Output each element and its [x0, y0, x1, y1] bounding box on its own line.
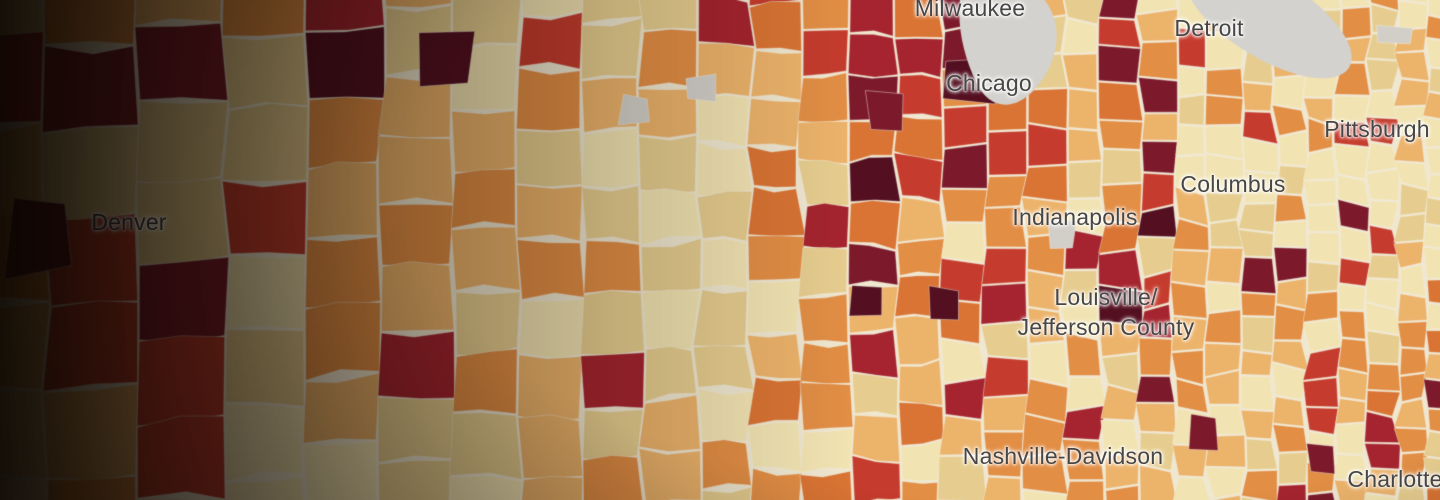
- map-root: Milwaukee Detroit Chicago Pittsburgh Columbu…: [0, 0, 1440, 500]
- county-choropleth-map[interactable]: [0, 0, 1440, 500]
